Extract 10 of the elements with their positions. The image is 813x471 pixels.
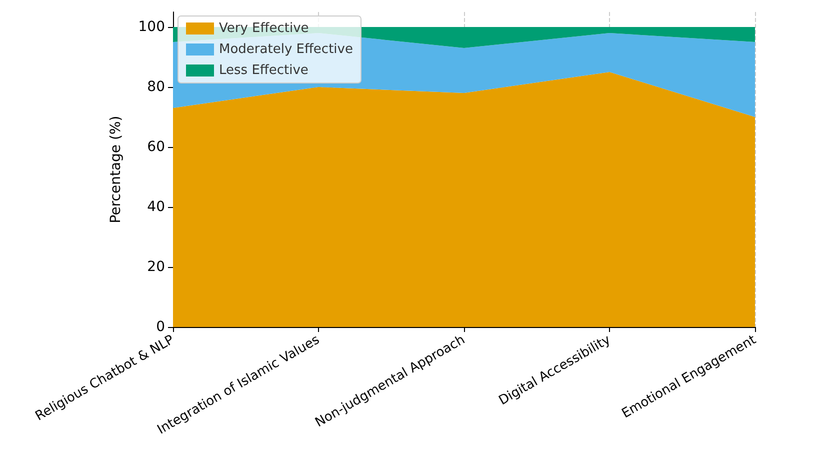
y-tick-label: 40 bbox=[147, 199, 165, 215]
y-tick-label: 100 bbox=[138, 19, 165, 35]
y-axis-title: Percentage (%) bbox=[108, 116, 124, 224]
y-tick-label: 0 bbox=[156, 319, 165, 335]
y-tick-label: 80 bbox=[147, 79, 165, 95]
y-tick-label: 20 bbox=[147, 259, 165, 275]
legend-label: Very Effective bbox=[219, 21, 309, 36]
y-tick-label: 60 bbox=[147, 139, 165, 155]
legend-label: Moderately Effective bbox=[219, 42, 353, 57]
legend-label: Less Effective bbox=[219, 63, 308, 78]
